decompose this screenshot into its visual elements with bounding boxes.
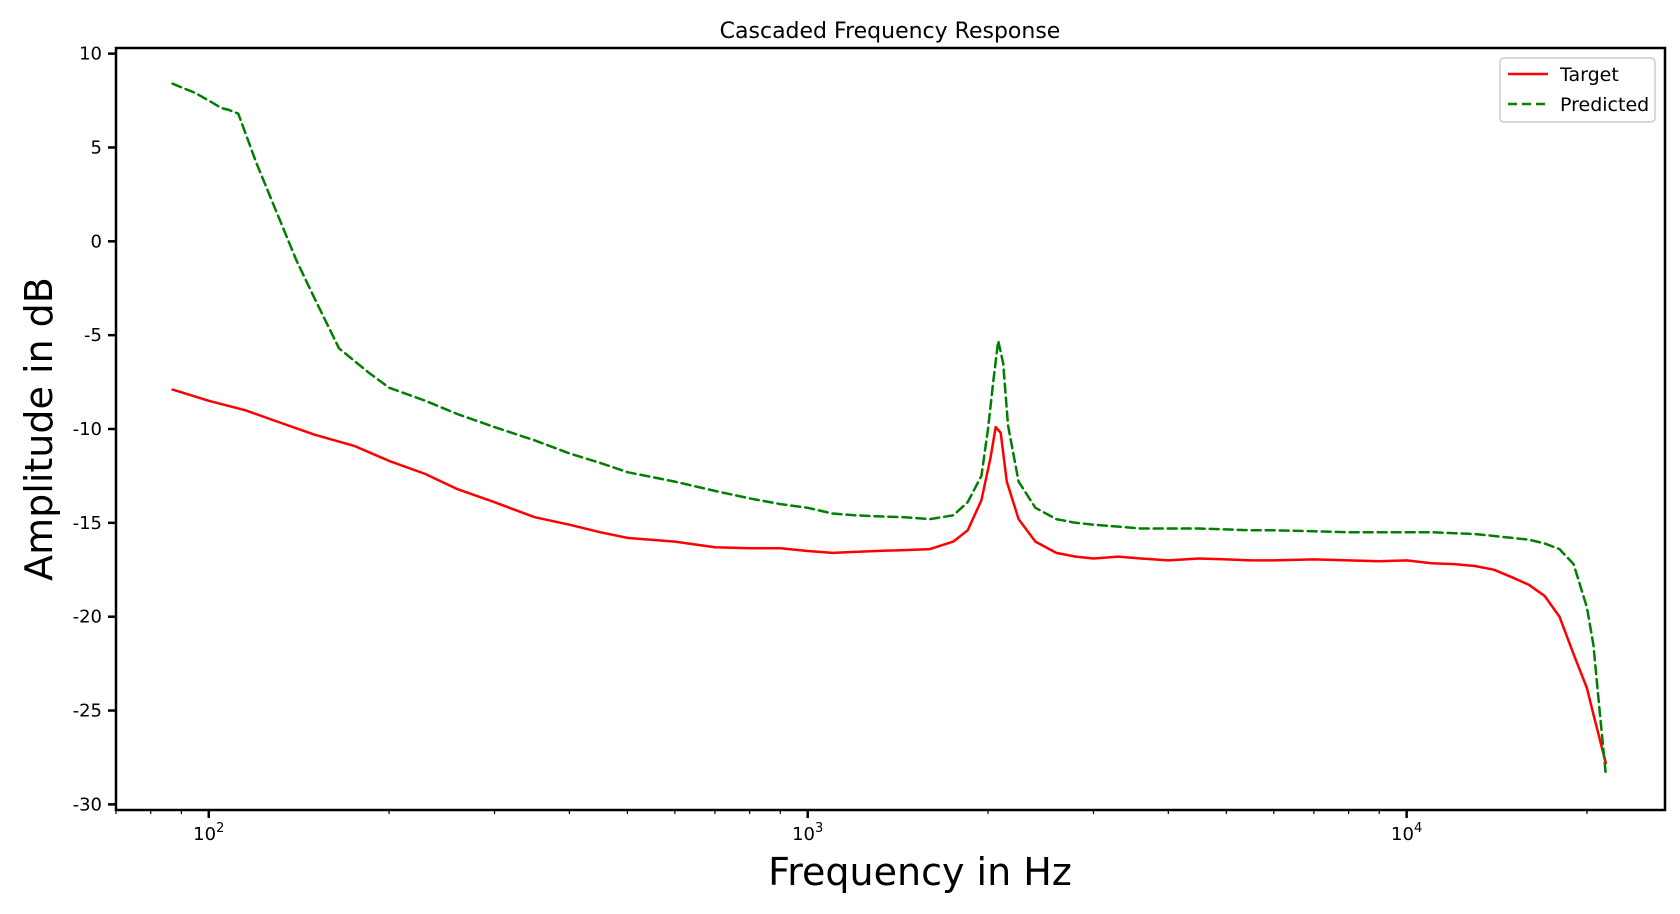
legend: Target Predicted [1499, 57, 1656, 123]
y-tick-label: -10 [73, 419, 102, 440]
y-axis-label: Amplitude in dB [17, 277, 61, 581]
x-tick-label: 104 [1391, 821, 1422, 845]
chart-title: Cascaded Frequency Response [720, 19, 1061, 44]
x-axis-ticks: 102 103 104 [115, 810, 1588, 845]
y-tick-label: 0 [91, 231, 102, 252]
legend-label-target: Target [1559, 64, 1619, 86]
x-tick-label: 103 [792, 821, 823, 845]
series-line-predicted [171, 82, 1608, 776]
y-axis-ticks: 10 5 0 -5 -10 -15 -20 -25 -30 [73, 44, 116, 815]
y-tick-label: -5 [84, 325, 102, 346]
y-tick-label: -30 [73, 794, 102, 815]
x-tick-label: 102 [193, 821, 224, 845]
y-tick-label: 10 [79, 44, 102, 65]
x-axis-label: Frequency in Hz [768, 850, 1072, 894]
plot-frame [114, 46, 1667, 812]
y-tick-label: 5 [91, 137, 102, 158]
series-layer [171, 82, 1608, 776]
y-tick-label: -15 [73, 513, 102, 534]
series-line-target [171, 388, 1608, 765]
y-tick-label: -25 [73, 701, 102, 722]
y-tick-label: -20 [73, 607, 102, 628]
legend-label-predicted: Predicted [1560, 94, 1649, 116]
